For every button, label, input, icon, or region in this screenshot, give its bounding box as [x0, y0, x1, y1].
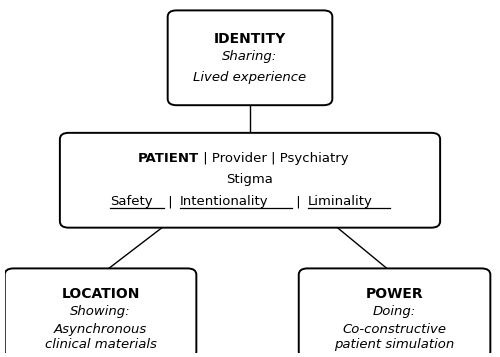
- Text: Safety: Safety: [110, 195, 152, 208]
- Text: Safety: Safety: [5, 195, 48, 208]
- Text: |: |: [5, 195, 18, 208]
- Text: Asynchronous: Asynchronous: [54, 323, 147, 336]
- Text: IDENTITY: IDENTITY: [214, 31, 286, 46]
- Text: |: |: [164, 195, 176, 208]
- Text: Doing:: Doing:: [373, 305, 416, 318]
- Text: |: |: [292, 195, 305, 208]
- FancyBboxPatch shape: [299, 268, 490, 357]
- FancyBboxPatch shape: [5, 268, 196, 357]
- Text: Liminality: Liminality: [308, 195, 373, 208]
- Text: | Provider | Psychiatry: | Provider | Psychiatry: [199, 152, 348, 165]
- Text: PATIENT: PATIENT: [5, 152, 66, 165]
- Text: Co-constructive: Co-constructive: [342, 323, 446, 336]
- Text: PATIENT | Provider | Psychiatry: PATIENT | Provider | Psychiatry: [148, 152, 352, 165]
- Text: Showing:: Showing:: [70, 305, 131, 318]
- Text: Sharing:: Sharing:: [222, 50, 278, 62]
- Text: PATIENT | Provider | Psychiatry: PATIENT | Provider | Psychiatry: [148, 152, 352, 165]
- Text: Lived experience: Lived experience: [194, 71, 306, 84]
- Text: POWER: POWER: [366, 287, 424, 301]
- Text: LOCATION: LOCATION: [62, 287, 140, 301]
- Text: Intentionality: Intentionality: [180, 195, 268, 208]
- Text: Intentionality: Intentionality: [5, 195, 94, 208]
- Text: PATIENT: PATIENT: [138, 152, 199, 165]
- Text: Stigma: Stigma: [226, 173, 274, 186]
- FancyBboxPatch shape: [168, 10, 332, 105]
- Text: Liminality: Liminality: [5, 195, 70, 208]
- Text: |: |: [5, 195, 18, 208]
- Text: patient simulation: patient simulation: [334, 338, 454, 351]
- Text: Safety | Intentionality | Liminality: Safety | Intentionality | Liminality: [139, 195, 361, 208]
- Text: clinical materials: clinical materials: [44, 338, 156, 351]
- FancyBboxPatch shape: [60, 133, 440, 228]
